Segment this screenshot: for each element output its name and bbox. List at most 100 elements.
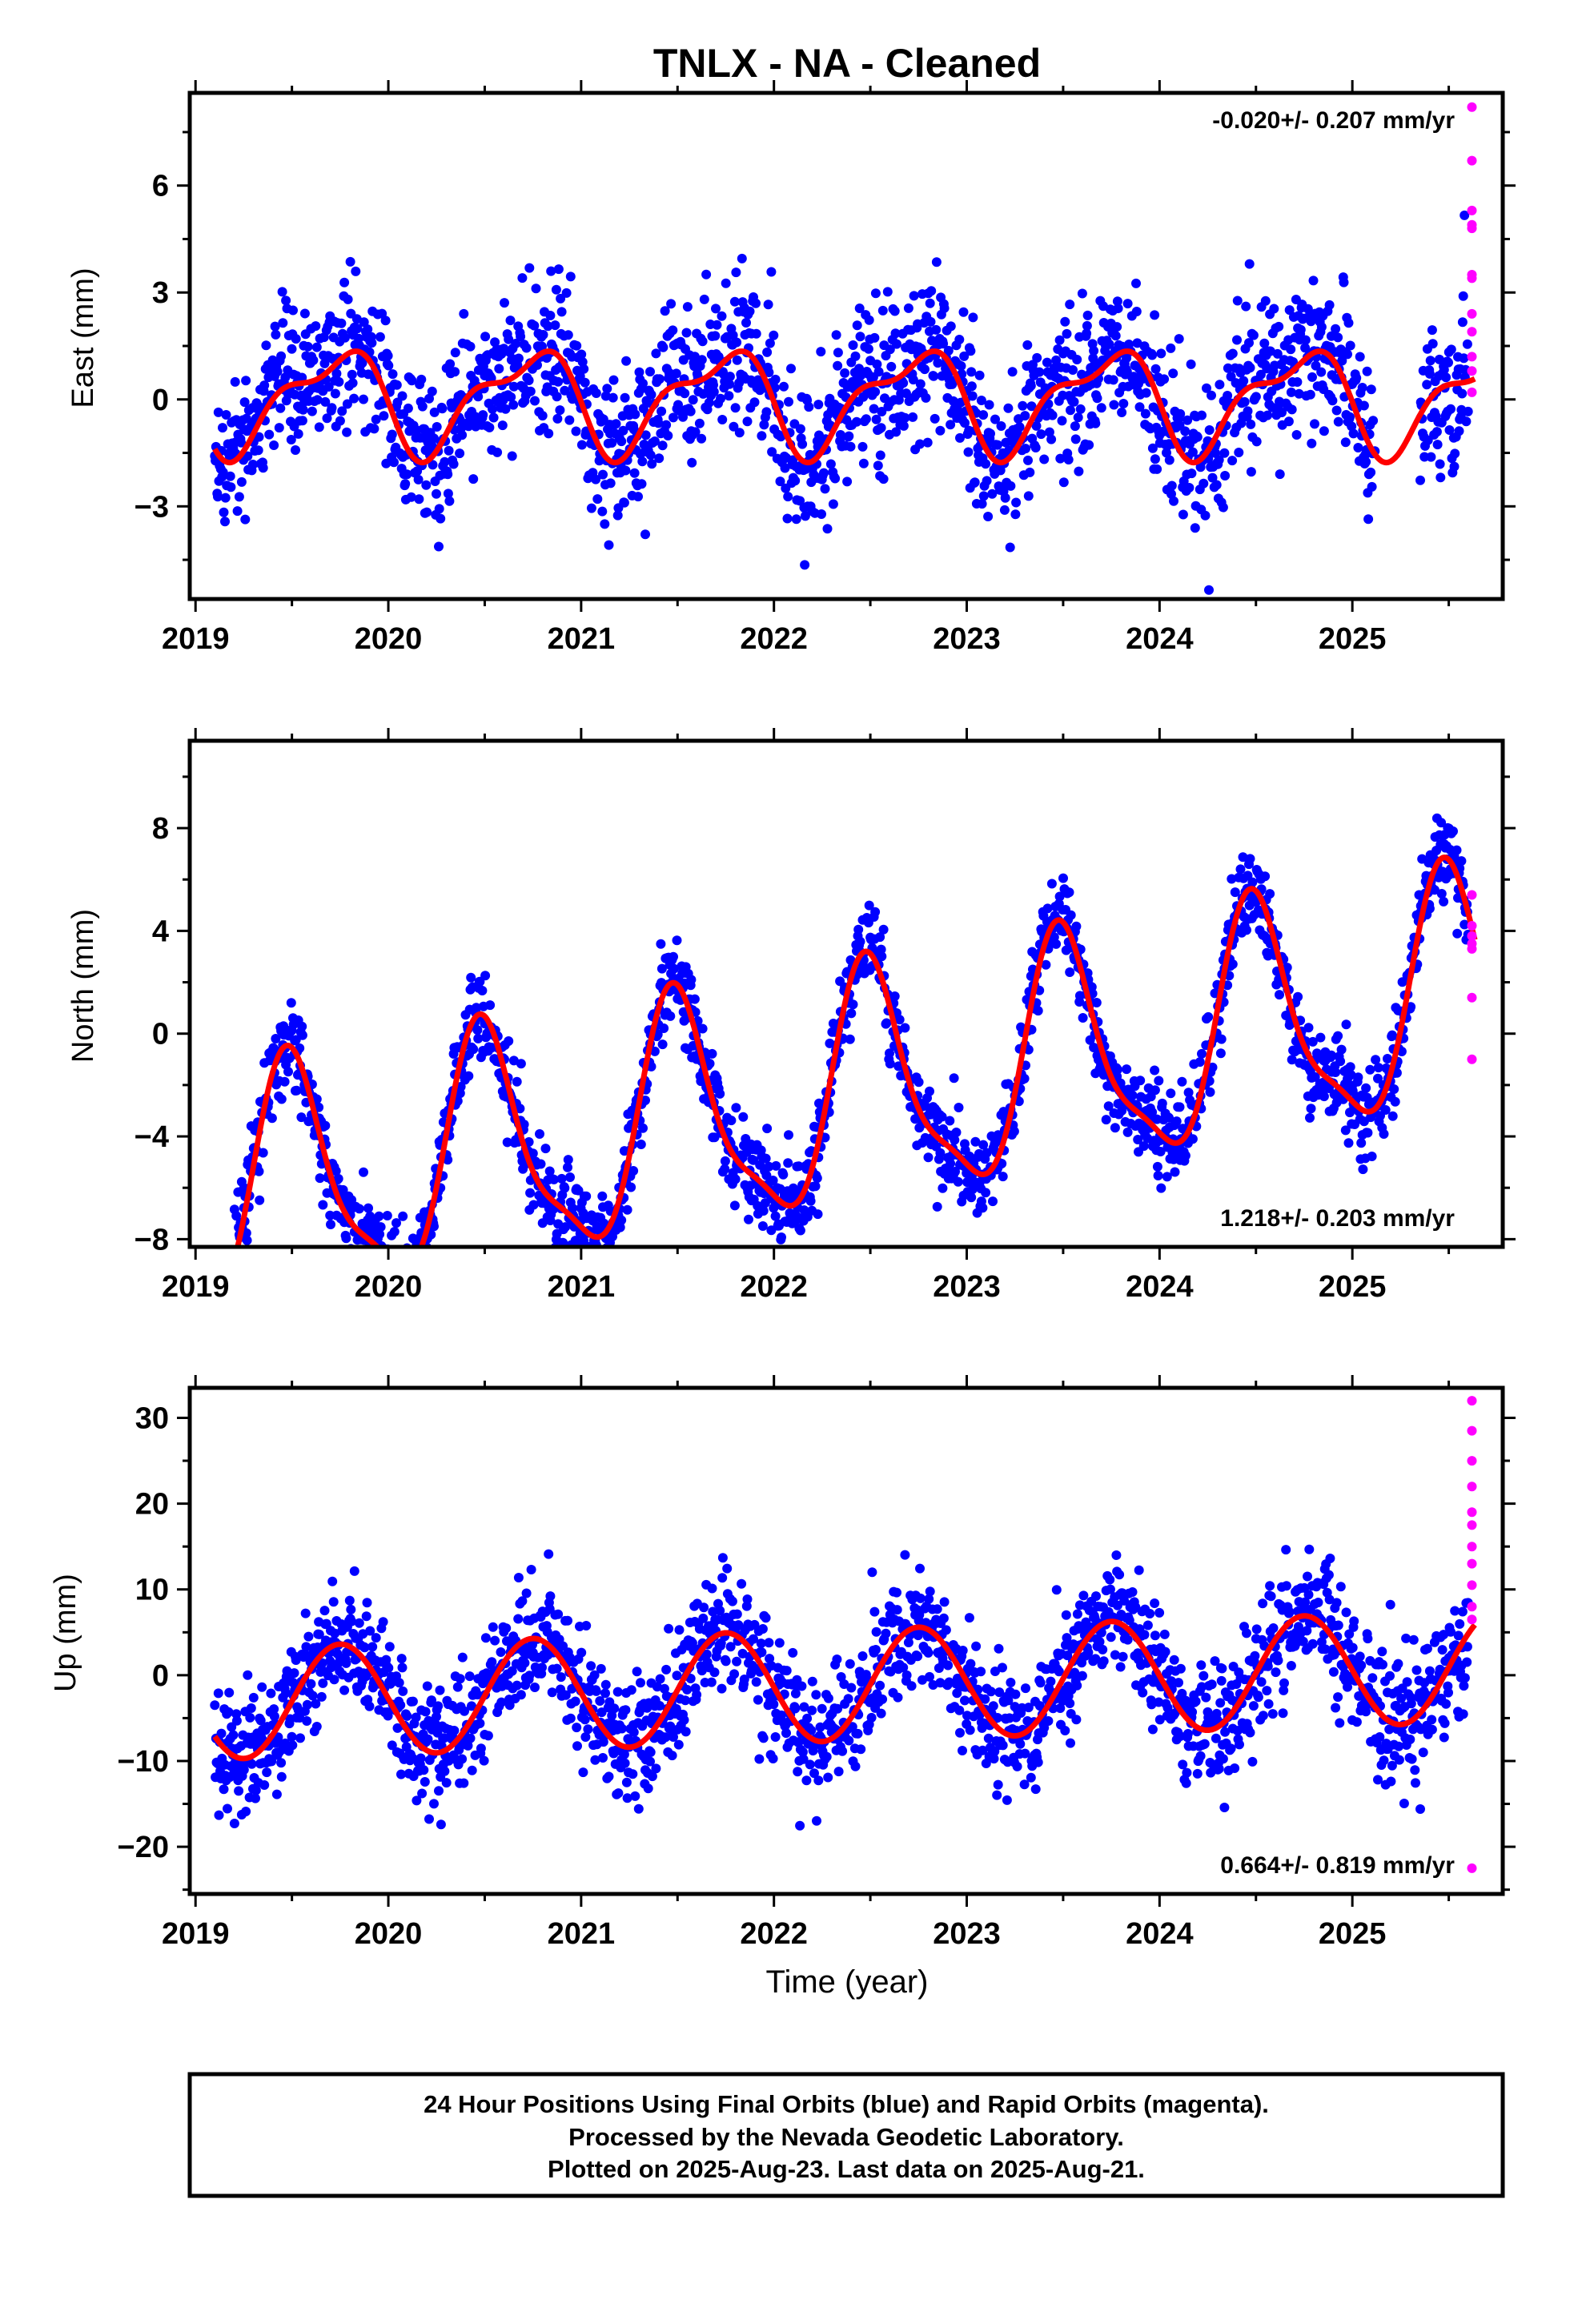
- east-data-point: [731, 267, 741, 278]
- up-plot-area: [210, 1396, 1477, 1873]
- east-data-point: [660, 306, 670, 316]
- east-data-point: [1219, 448, 1230, 458]
- east-data-point: [312, 395, 323, 405]
- north-data-point: [1282, 963, 1292, 973]
- up-data-point: [396, 1769, 406, 1779]
- up-data-point: [802, 1713, 813, 1723]
- north-data-point: [626, 1182, 636, 1192]
- east-data-point: [239, 397, 250, 408]
- east-rapid-point: [1467, 223, 1477, 234]
- east-data-point: [901, 388, 911, 399]
- up-data-point: [229, 1819, 239, 1828]
- up-data-point: [832, 1655, 842, 1664]
- east-data-point: [1159, 374, 1170, 384]
- up-data-point: [524, 1671, 535, 1681]
- north-data-point: [367, 1248, 377, 1258]
- east-data-point: [1174, 334, 1184, 344]
- up-data-point: [216, 1728, 227, 1739]
- up-data-point: [651, 1763, 661, 1774]
- north-data-point: [885, 1048, 894, 1059]
- up-data-point: [613, 1788, 624, 1799]
- east-data-point: [795, 496, 805, 506]
- east-data-point: [484, 422, 495, 432]
- east-data-point: [1044, 427, 1054, 437]
- up-data-point: [496, 1697, 507, 1707]
- east-data-point: [1042, 357, 1052, 368]
- east-data-point: [737, 253, 747, 263]
- north-data-point: [1452, 845, 1462, 855]
- east-data-point: [762, 347, 773, 357]
- up-data-point: [553, 1609, 564, 1619]
- east-data-point: [1461, 416, 1472, 427]
- north-data-point: [1456, 856, 1467, 866]
- north-data-point: [949, 1073, 959, 1084]
- east-data-point: [1129, 372, 1138, 382]
- east-data-point: [529, 320, 540, 331]
- east-data-point: [488, 404, 498, 414]
- north-data-point: [805, 1196, 816, 1206]
- east-data-point: [1286, 387, 1296, 397]
- east-data-point: [1441, 372, 1452, 383]
- north-data-point: [900, 1023, 910, 1033]
- east-data-point: [608, 392, 618, 403]
- east-plot-area: [210, 102, 1477, 595]
- north-final-orbit-points: [225, 813, 1473, 1258]
- east-data-point: [504, 334, 514, 344]
- east-data-point: [933, 358, 943, 368]
- up-data-point: [619, 1749, 629, 1759]
- east-data-point: [948, 396, 958, 406]
- east-data-point: [1020, 411, 1030, 421]
- up-data-point: [753, 1695, 763, 1705]
- east-data-point: [1415, 475, 1425, 485]
- north-data-point: [1306, 1104, 1316, 1114]
- east-data-point: [525, 386, 536, 396]
- up-data-point: [793, 1767, 803, 1777]
- up-data-point: [302, 1699, 312, 1710]
- north-rapid-point: [1467, 943, 1477, 954]
- east-data-point: [1069, 396, 1079, 407]
- up-data-point: [303, 1631, 314, 1642]
- east-data-point: [840, 368, 850, 378]
- up-data-point: [628, 1769, 638, 1779]
- east-data-point: [1306, 316, 1316, 327]
- north-data-point: [761, 1170, 772, 1180]
- east-data-point: [663, 431, 673, 440]
- east-data-point: [387, 429, 397, 440]
- up-data-point: [612, 1687, 623, 1697]
- north-data-point: [1180, 1151, 1191, 1160]
- east-rapid-point: [1467, 273, 1477, 283]
- up-data-point: [408, 1696, 418, 1707]
- east-x-tick-label: 2025: [1319, 622, 1387, 656]
- east-data-point: [213, 407, 223, 417]
- up-data-point: [798, 1754, 809, 1764]
- up-data-point: [328, 1597, 339, 1607]
- east-data-point: [637, 456, 648, 467]
- east-x-tick-label: 2024: [1126, 622, 1194, 656]
- north-data-point: [1170, 1167, 1180, 1177]
- north-data-point: [558, 1237, 568, 1247]
- east-data-point: [1066, 405, 1075, 416]
- north-data-point: [686, 975, 697, 985]
- east-data-point: [552, 413, 563, 424]
- up-data-point: [359, 1642, 370, 1653]
- up-data-point: [354, 1618, 364, 1628]
- east-data-point: [882, 287, 893, 297]
- east-data-point: [1134, 402, 1145, 412]
- east-data-point: [835, 430, 845, 440]
- north-data-point: [528, 1148, 538, 1159]
- north-data-point: [1373, 1073, 1383, 1084]
- north-rapid-point: [1467, 890, 1477, 900]
- up-data-point: [761, 1613, 771, 1623]
- up-data-point: [280, 1738, 291, 1748]
- north-data-point: [1117, 1106, 1127, 1116]
- north-data-point: [998, 1172, 1008, 1182]
- east-data-point: [1104, 339, 1114, 349]
- east-data-point: [437, 404, 448, 414]
- east-data-point: [253, 445, 263, 456]
- up-data-point: [797, 1747, 808, 1757]
- up-data-point: [774, 1638, 785, 1648]
- north-data-point: [1122, 1127, 1133, 1137]
- east-data-point: [1051, 355, 1062, 365]
- east-data-point: [1014, 422, 1025, 432]
- north-data-point: [967, 1184, 978, 1195]
